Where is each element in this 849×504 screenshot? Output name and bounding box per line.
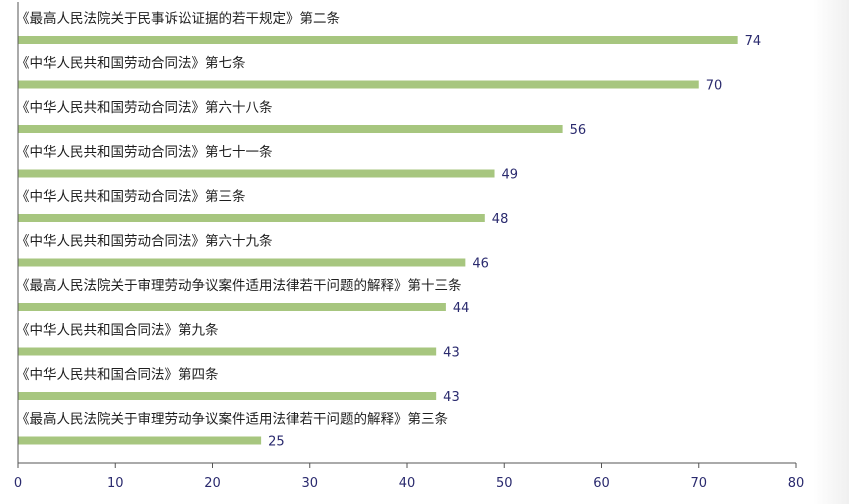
value-label: 43 (443, 346, 460, 361)
value-label: 70 (706, 79, 723, 94)
category-label: 《最高人民法院关于审理劳动争议案件适用法律若干问题的解释》第十三条 (16, 277, 462, 294)
bar (18, 36, 738, 44)
bar (18, 80, 699, 89)
value-label: 44 (453, 301, 470, 316)
x-tick-label: 20 (204, 476, 221, 491)
value-label: 74 (745, 34, 762, 49)
category-label: 《中华人民共和国劳动合同法》第七十一条 (16, 144, 273, 161)
x-tick-label: 80 (788, 476, 805, 491)
bar (18, 169, 495, 178)
right-edge-shadow (813, 0, 849, 504)
category-label: 《中华人民共和国劳动合同法》第七条 (16, 55, 246, 72)
value-label: 56 (570, 123, 587, 138)
value-label: 46 (472, 257, 489, 272)
x-tick-label: 50 (496, 476, 513, 491)
value-label: 48 (492, 212, 509, 227)
x-axis: 0 10 20 30 40 50 60 70 80 (14, 2, 804, 491)
category-label: 《中华人民共和国劳动合同法》第三条 (16, 188, 246, 205)
category-label: 《中华人民共和国劳动合同法》第六十九条 (16, 233, 273, 250)
x-tick-label: 60 (593, 476, 610, 491)
x-tick-label: 40 (399, 476, 416, 491)
x-tick-label: 0 (14, 476, 22, 491)
category-label: 《最高人民法院关于审理劳动争议案件适用法律若干问题的解释》第三条 (16, 411, 448, 428)
x-tick-label: 70 (690, 476, 707, 491)
bar (18, 303, 446, 311)
category-label: 《最高人民法院关于民事诉讼证据的若干规定》第二条 (16, 10, 340, 27)
category-label: 《中华人民共和国劳动合同法》第六十八条 (16, 99, 273, 116)
bar (18, 125, 563, 133)
category-label: 《中华人民共和国合同法》第四条 (16, 366, 219, 383)
bars-layer: 《最高人民法院关于民事诉讼证据的若干规定》第二条 74 《中华人民共和国劳动合同法》… (16, 10, 761, 450)
bar (18, 392, 437, 400)
value-label: 49 (502, 168, 519, 183)
bar (18, 347, 437, 356)
x-tick-label: 10 (107, 476, 124, 491)
category-label: 《中华人民共和国合同法》第九条 (16, 322, 219, 339)
x-tick-label: 30 (301, 476, 318, 491)
value-label: 43 (443, 390, 460, 405)
bar (18, 436, 262, 445)
bar (18, 258, 466, 267)
bar (18, 214, 485, 222)
value-label: 25 (268, 435, 285, 450)
